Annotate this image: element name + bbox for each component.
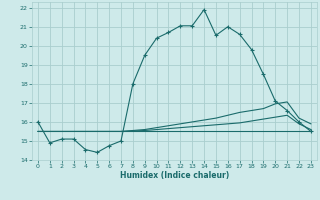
X-axis label: Humidex (Indice chaleur): Humidex (Indice chaleur) bbox=[120, 171, 229, 180]
